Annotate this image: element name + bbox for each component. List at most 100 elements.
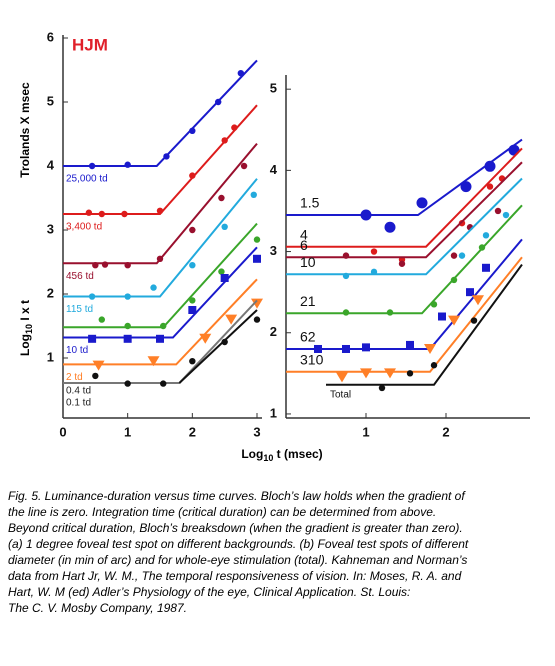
y-axis-label: Trolands X msec [18, 82, 32, 178]
y-tick-label: 4 [47, 157, 55, 172]
marker [384, 221, 396, 233]
marker [88, 334, 97, 343]
y-tick-label: 2 [47, 285, 54, 300]
marker [189, 262, 196, 269]
y-tick-label: 5 [47, 93, 54, 108]
caption-line: diameter (in min of arc) and for whole-e… [8, 553, 467, 567]
label-base: Log [18, 334, 32, 356]
series-label: 10 [300, 254, 316, 270]
series-line [286, 177, 523, 276]
caption-line: (a) 1 degree foveal test spot on differe… [8, 537, 469, 551]
marker [482, 232, 490, 239]
y-tick-label: 2 [270, 324, 277, 339]
series-label: 1.5 [300, 195, 320, 211]
marker [215, 98, 222, 106]
marker [472, 295, 484, 306]
y-tick-label: 5 [270, 81, 277, 96]
marker [156, 334, 164, 343]
marker [218, 194, 225, 202]
caption-line: Fig. 5. Luminance-duration versus time c… [8, 489, 466, 503]
marker [482, 263, 490, 272]
y-tick-label: 4 [270, 162, 278, 177]
chart-title: HJM [72, 35, 108, 54]
marker [160, 322, 167, 330]
x-tick-label: 1 [362, 424, 369, 439]
series-line [286, 256, 523, 373]
marker [124, 380, 131, 387]
series-label: 2 td [66, 372, 83, 383]
series-label: 21 [300, 293, 316, 309]
marker [484, 160, 496, 172]
marker [450, 276, 458, 284]
marker [147, 356, 160, 367]
x-tick-label: 0 [59, 424, 66, 439]
marker [92, 262, 99, 269]
series-label: 4 [300, 226, 308, 242]
marker [250, 191, 257, 198]
marker [237, 70, 245, 77]
marker [221, 338, 228, 346]
label-base: Log [241, 447, 263, 461]
marker [430, 362, 438, 369]
x-tick-label: 2 [189, 424, 196, 439]
marker [124, 262, 131, 269]
marker [378, 384, 386, 392]
marker [370, 268, 378, 276]
marker [458, 219, 466, 227]
marker [460, 181, 472, 193]
marker [416, 197, 428, 209]
series-label: 0.4 td [66, 386, 91, 397]
marker [314, 344, 322, 353]
marker [336, 372, 348, 383]
series-label: 25,000 td [66, 174, 108, 185]
marker [189, 226, 196, 234]
marker [466, 288, 474, 297]
marker [384, 368, 396, 379]
series-line [286, 204, 523, 315]
marker [124, 161, 131, 168]
y-axis-label: Log10 I x t [18, 300, 34, 356]
marker [92, 372, 99, 380]
marker [253, 316, 261, 323]
series-line [63, 178, 258, 298]
y-tick-label: 1 [47, 349, 54, 364]
marker [342, 252, 350, 259]
label-rest: I x t [18, 300, 32, 324]
marker [430, 301, 438, 308]
series-label: 310 [300, 351, 324, 367]
marker [98, 210, 106, 218]
marker [189, 297, 196, 304]
series-line [326, 263, 523, 386]
marker [225, 314, 238, 325]
marker [121, 210, 128, 218]
x-tick-label: 2 [442, 424, 449, 439]
marker [85, 209, 93, 216]
series-label: Total [330, 389, 351, 400]
marker [199, 333, 212, 344]
marker [406, 370, 414, 377]
marker [123, 334, 132, 343]
caption-line: Beyond critical duration, Bloch’s breaks… [8, 521, 463, 535]
marker [342, 309, 350, 316]
label-rest: t (msec) [273, 447, 322, 461]
marker [189, 127, 196, 134]
marker [502, 211, 510, 219]
label-sub: 10 [24, 324, 34, 334]
marker [98, 316, 106, 323]
series-label: 62 [300, 329, 316, 345]
x-tick-label: 3 [253, 424, 260, 439]
marker [448, 315, 460, 326]
marker [450, 252, 458, 259]
caption-line: data from Hart Jr, W. M., The temporal r… [8, 569, 462, 583]
marker [221, 223, 228, 230]
series-label: 115 td [66, 304, 93, 315]
marker [221, 137, 228, 144]
series-label: 456 td [66, 271, 94, 282]
series-label: 10 td [66, 345, 88, 356]
series-line [63, 246, 258, 339]
caption-line: the line is zero. Integration time (crit… [8, 505, 436, 519]
marker [360, 368, 372, 379]
marker [386, 309, 394, 316]
